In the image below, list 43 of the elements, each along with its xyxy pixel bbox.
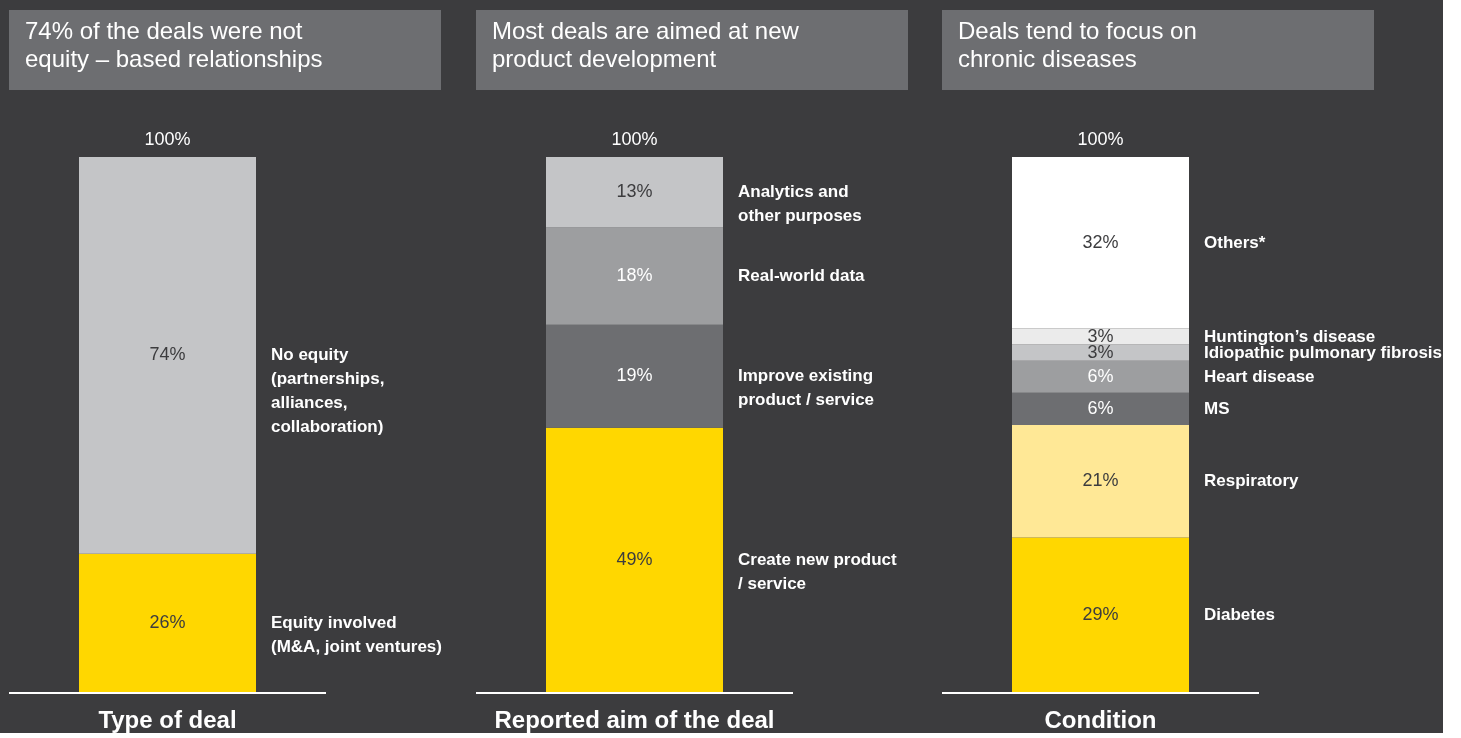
bar	[546, 227, 723, 325]
data-label: 49%	[616, 549, 653, 570]
chart-title: Deals tend to focus on chronic diseases	[958, 17, 1197, 72]
series-label: Diabetes	[1204, 605, 1275, 625]
series-label: Equity involved (M&A, joint ventures)	[271, 613, 442, 657]
total-label: 100%	[1077, 129, 1124, 149]
x-axis-title: Reported aim of the deal	[494, 706, 775, 733]
x-axis-title: Condition	[1044, 706, 1157, 733]
bar	[546, 157, 723, 228]
series-label: Heart disease	[1204, 366, 1315, 386]
total-label: 100%	[611, 129, 658, 149]
data-label: 18%	[616, 265, 653, 286]
chart-title: Most deals are aimed at new product development	[492, 17, 800, 72]
series-label: Create new product / service	[738, 550, 898, 594]
x-axis-title: Type of deal	[98, 706, 237, 733]
series-label: Others*	[1204, 232, 1266, 252]
data-label: 6%	[1087, 397, 1114, 418]
bar	[1012, 392, 1189, 425]
bar	[546, 427, 723, 693]
data-label: 6%	[1087, 365, 1114, 386]
chart-title: 74% of the deals were not equity – based relationships	[25, 17, 323, 72]
series-label: Huntington’s disease	[1204, 326, 1376, 346]
data-label: 21%	[1082, 470, 1119, 491]
bar	[1012, 328, 1189, 345]
data-label: 74%	[149, 344, 186, 365]
bar	[546, 324, 723, 428]
data-label: 13%	[616, 181, 653, 202]
series-label: Improve existing product / service	[738, 366, 875, 410]
series-label: Respiratory	[1204, 471, 1300, 491]
bar	[1012, 344, 1189, 361]
bar	[1012, 157, 1189, 329]
series-label: MS	[1204, 398, 1230, 418]
data-label: 26%	[149, 612, 186, 633]
bar	[1012, 537, 1189, 693]
series-label: No equity (partnerships, alliances, collaboration)	[271, 345, 385, 437]
data-label: 29%	[1082, 604, 1119, 625]
bar	[1012, 425, 1189, 538]
bar	[1012, 360, 1189, 393]
total-label: 100%	[144, 129, 191, 149]
data-label: 32%	[1082, 231, 1119, 252]
series-label: Real-world data	[738, 266, 866, 286]
series-label: Analytics and other purposes	[738, 182, 862, 226]
data-label: 19%	[616, 365, 653, 386]
